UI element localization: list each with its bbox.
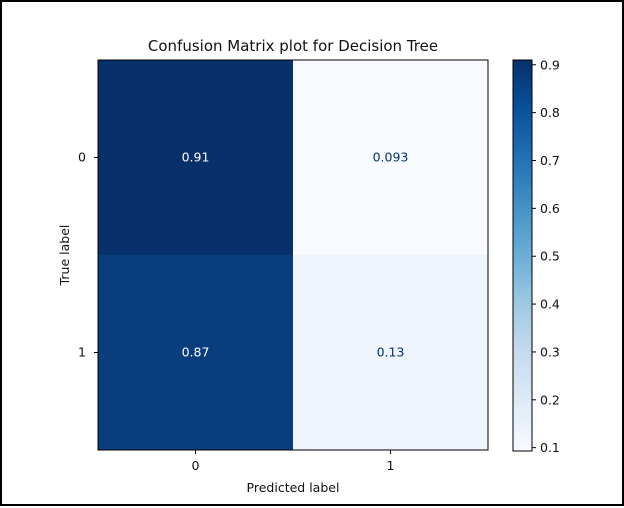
colorbar-tick-label-3: 0.4 (540, 297, 560, 312)
x-axis-label: Predicted label (247, 480, 340, 495)
cell-value-label-0-1: 0.093 (373, 150, 409, 165)
colorbar-tick-label-0: 0.1 (540, 440, 560, 455)
matrix-cell-0-0 (98, 60, 293, 255)
matrix-cell-0-1 (293, 60, 488, 255)
colorbar: 0.1 0.2 0.3 0.4 0.5 0.6 0.7 0.8 0.9 (512, 57, 560, 455)
matrix-cells: 0.91 0.093 0.87 0.13 (98, 60, 488, 450)
colorbar-tick-label-6: 0.7 (540, 153, 560, 168)
matrix-cell-1-0 (98, 255, 293, 450)
matrix-frame (97, 59, 489, 451)
cell-value-label-1-1: 0.13 (377, 345, 405, 360)
y-axis-label: True label (57, 225, 72, 287)
colorbar-tick-label-8: 0.9 (540, 57, 560, 72)
colorbar-tick-label-5: 0.6 (540, 201, 560, 216)
colorbar-tick-label-7: 0.8 (540, 105, 560, 120)
cell-value-label-1-0: 0.87 (182, 345, 210, 360)
matrix-axes: 0 1 0 1 (78, 59, 489, 473)
colorbar-gradient (512, 59, 533, 452)
colorbar-tick-label-4: 0.5 (540, 249, 560, 264)
y-tick-label-0: 0 (78, 150, 86, 165)
colorbar-tick-label-2: 0.3 (540, 344, 560, 359)
chart-title: Confusion Matrix plot for Decision Tree (148, 37, 438, 55)
matrix-cell-1-1 (293, 255, 488, 450)
y-tick-label-1: 1 (78, 345, 86, 360)
x-tick-label-0: 0 (192, 458, 200, 473)
colorbar-tick-label-1: 0.2 (540, 392, 560, 407)
cell-value-label-0-0: 0.91 (182, 150, 210, 165)
x-tick-label-1: 1 (387, 458, 395, 473)
